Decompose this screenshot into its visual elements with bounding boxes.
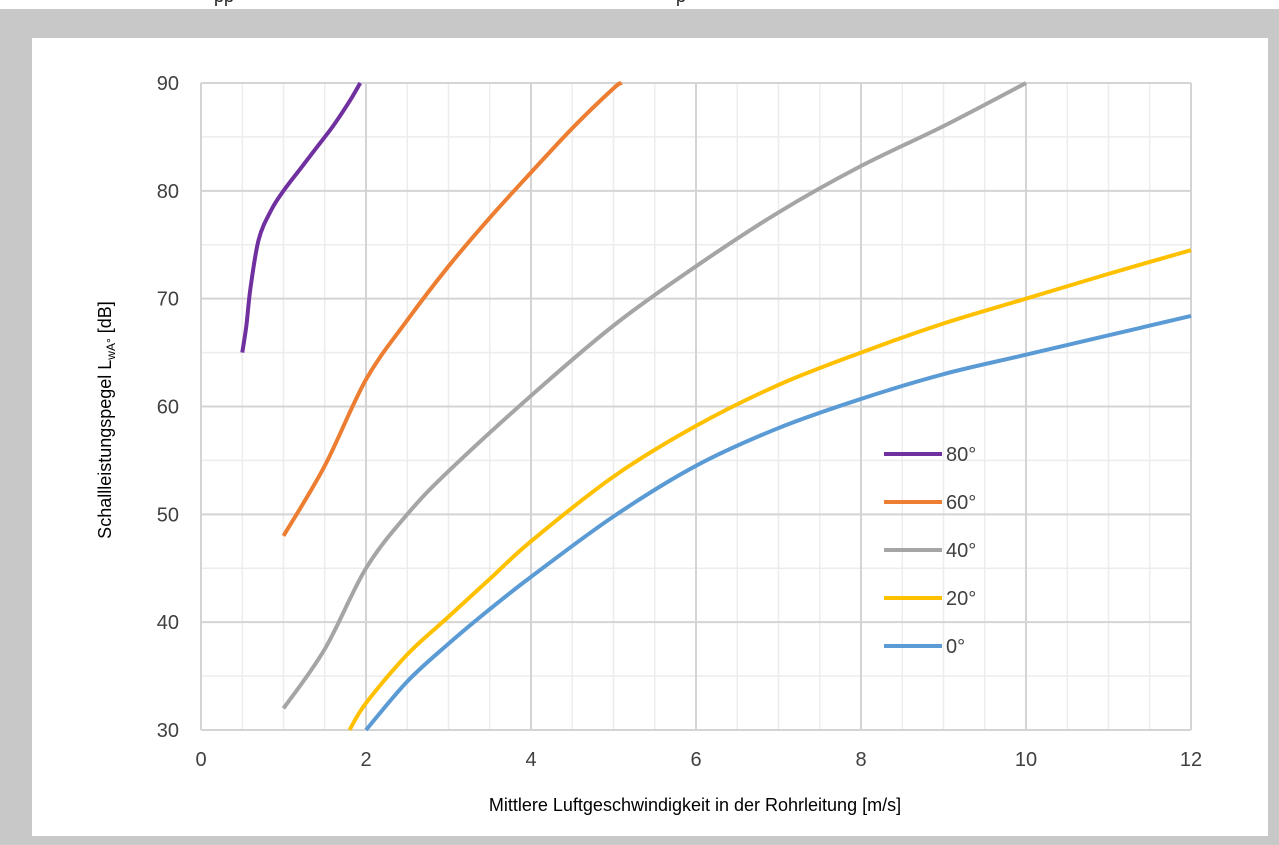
- x-tick-label: 6: [690, 749, 701, 771]
- x-tick-label: 10: [1015, 749, 1037, 771]
- legend-label: 20°: [946, 588, 976, 610]
- x-tick-label: 12: [1180, 749, 1202, 771]
- legend-label: 80°: [946, 444, 976, 466]
- series-line-20deg: [347, 248, 1192, 732]
- y-axis-ticks: 30 40 50 60 70 80 90: [157, 73, 179, 742]
- y-tick-label: 50: [157, 504, 179, 526]
- legend-label: 0°: [946, 636, 965, 658]
- legend-label: 40°: [946, 540, 976, 562]
- top-text-fragment-1: pp: [214, 0, 234, 7]
- legend-label: 60°: [946, 492, 976, 514]
- top-cropped-text: pp p: [0, 0, 1279, 10]
- y-axis-title: Schallleistungspegel LwA° [dB]: [95, 301, 118, 539]
- major-gridlines: [200, 82, 1192, 731]
- series-line-40deg: [281, 81, 1027, 710]
- y-axis-title-unit: [dB]: [95, 301, 115, 338]
- series-line-80deg: [240, 81, 362, 353]
- chart-frame: 0 2 4 6 8 10 12 30 40 50 60 70 80 90 80° 60° 40° 20° 0° …: [0, 9, 1279, 845]
- x-tick-label: 4: [525, 749, 536, 771]
- data-series: [240, 81, 1192, 732]
- x-axis-ticks: 0 2 4 6 8 10 12: [195, 749, 1202, 771]
- y-axis-title-main: Schallleistungspegel L: [95, 360, 115, 539]
- series-line-0deg: [364, 313, 1192, 732]
- x-tick-label: 0: [195, 749, 206, 771]
- series-line-60deg: [281, 81, 623, 537]
- x-tick-label: 2: [360, 749, 371, 771]
- y-axis-title-subscript: wA°: [104, 338, 118, 361]
- y-tick-label: 70: [157, 289, 179, 311]
- x-axis-title: Mittlere Luftgeschwindigkeit in der Rohr…: [489, 795, 901, 815]
- legend: 80° 60° 40° 20° 0°: [884, 444, 976, 658]
- y-tick-label: 40: [157, 612, 179, 634]
- top-text-fragment-2: p: [676, 0, 686, 7]
- y-tick-label: 30: [157, 720, 179, 742]
- x-tick-label: 8: [855, 749, 866, 771]
- y-tick-label: 90: [157, 73, 179, 95]
- y-tick-label: 80: [157, 181, 179, 203]
- chart-panel: 0 2 4 6 8 10 12 30 40 50 60 70 80 90 80° 60° 40° 20° 0° …: [32, 38, 1268, 836]
- y-tick-label: 60: [157, 397, 179, 419]
